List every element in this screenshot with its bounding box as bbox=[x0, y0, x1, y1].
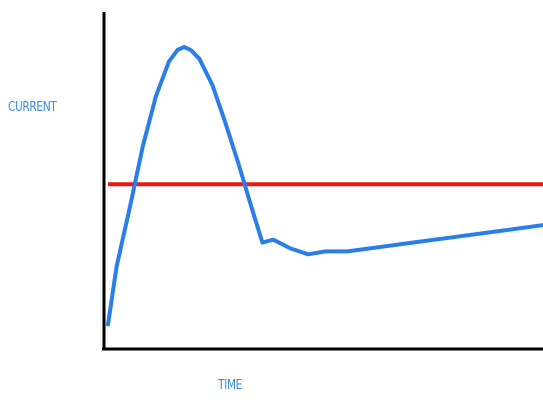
series-line-1 bbox=[106, 45, 543, 327]
chart-axes bbox=[102, 12, 543, 351]
series-group bbox=[106, 45, 543, 327]
x-axis-label: TIME bbox=[218, 378, 242, 393]
y-axis-label: CURRENT bbox=[8, 100, 57, 115]
